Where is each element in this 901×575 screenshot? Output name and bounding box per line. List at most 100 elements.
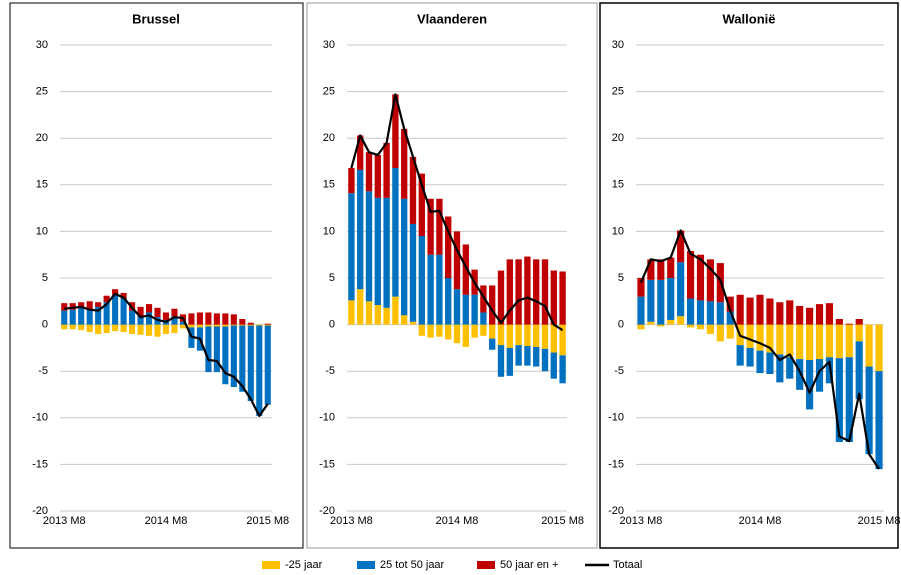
bar-segment: [179, 324, 187, 329]
x-tick-label: 2015 M8: [246, 515, 289, 527]
bar-segment: [120, 324, 127, 333]
bar-segment: [559, 324, 566, 356]
bar-segment: [776, 354, 784, 383]
y-tick-label: -10: [319, 412, 335, 424]
bar-segment: [392, 168, 399, 297]
bar-segment: [162, 324, 170, 334]
bar-segment: [401, 315, 408, 325]
bar-segment: [95, 306, 102, 325]
bar-segment: [78, 324, 85, 331]
total-line: [64, 292, 269, 418]
bar-segment: [103, 302, 110, 325]
bar-segment: [677, 262, 685, 317]
bar-segment: [559, 271, 566, 325]
bar-segment: [112, 324, 119, 332]
bar-segment: [865, 366, 873, 455]
bar-segment: [726, 311, 734, 325]
bar-segment: [667, 319, 675, 325]
bar-segment: [436, 254, 443, 325]
bar-segment: [78, 302, 85, 308]
bar-segment: [418, 236, 425, 325]
bar-segment: [61, 303, 68, 311]
bar-segment: [471, 324, 478, 338]
bar-segment: [506, 347, 513, 376]
y-tick-label: 5: [618, 272, 624, 284]
bar-segment: [524, 324, 531, 347]
bar-segment: [418, 173, 425, 237]
bar-segment: [706, 324, 714, 334]
bar-segment: [222, 324, 229, 327]
bar-segment: [357, 135, 364, 170]
bar-segment: [815, 359, 824, 392]
bar-segment: [357, 289, 364, 325]
bar-segment: [746, 347, 754, 367]
bar-segment: [230, 314, 237, 325]
y-tick-label: 15: [612, 179, 624, 191]
x-tick-label: 2015 M8: [858, 515, 901, 527]
y-tick-label: 5: [329, 272, 335, 284]
bar-segment: [171, 324, 178, 333]
bar-segment: [401, 128, 408, 199]
bar-segment: [480, 324, 487, 336]
bar-segment: [213, 324, 220, 327]
bar-segment: [401, 198, 408, 316]
bar-segment: [736, 345, 744, 366]
x-tick-label: 2014 M8: [145, 515, 188, 527]
bar-segment: [677, 316, 685, 325]
bar-segment: [264, 325, 271, 405]
x-tick-label: 2014 M8: [436, 515, 479, 527]
chart-title: Brussel: [132, 11, 180, 26]
bar-segment: [686, 298, 695, 325]
bar-segment: [445, 216, 452, 278]
y-tick-label: -5: [614, 365, 624, 377]
bar-segment: [196, 312, 203, 325]
bar-segment: [264, 324, 271, 326]
panel-frame: [599, 2, 899, 549]
bar-segment: [145, 312, 153, 325]
y-tick-label: 10: [612, 225, 624, 237]
bar-segment: [137, 316, 144, 325]
bar-segment: [716, 324, 724, 342]
bar-segment: [746, 324, 754, 348]
bar-segment: [95, 302, 102, 307]
bar-segment: [427, 254, 434, 325]
bar-segment: [489, 324, 496, 339]
bar-segment: [239, 319, 246, 325]
bar-segment: [247, 324, 254, 326]
bar-segment: [436, 324, 443, 337]
bar-segment: [374, 154, 381, 198]
bar-segment: [196, 324, 203, 328]
y-tick-label: -20: [608, 505, 624, 517]
bar-segment: [445, 324, 452, 340]
bar-segment: [129, 310, 136, 325]
bar-segment: [696, 324, 705, 330]
bar-segment: [171, 316, 178, 325]
y-tick-label: 20: [612, 132, 624, 144]
bar-segment: [550, 324, 557, 353]
y-tick-label: 10: [323, 225, 335, 237]
bar-segment: [239, 324, 246, 326]
bar-segment: [112, 294, 119, 325]
bar-segment: [471, 294, 478, 325]
bar-segment: [533, 324, 540, 347]
bar-segment: [462, 244, 469, 295]
bar-segment: [637, 278, 645, 297]
panel-frame: [9, 2, 304, 549]
bar-segment: [78, 307, 85, 325]
x-tick-label: 2013 M8: [330, 515, 373, 527]
bar-segment: [462, 294, 469, 325]
bar-segment: [667, 278, 675, 320]
legend-label: 50 jaar en +: [500, 559, 558, 571]
legend-swatch: [262, 561, 280, 569]
bar-segment: [489, 285, 496, 325]
bar-segment: [706, 301, 714, 325]
bar-segment: [716, 302, 724, 325]
legend-swatch: [357, 561, 375, 569]
y-tick-label: 20: [323, 132, 335, 144]
y-tick-label: -20: [32, 505, 48, 517]
bar-segment: [550, 270, 557, 325]
x-tick-label: 2013 M8: [43, 515, 86, 527]
bar-segment: [145, 304, 153, 313]
bar-segment: [365, 301, 373, 325]
